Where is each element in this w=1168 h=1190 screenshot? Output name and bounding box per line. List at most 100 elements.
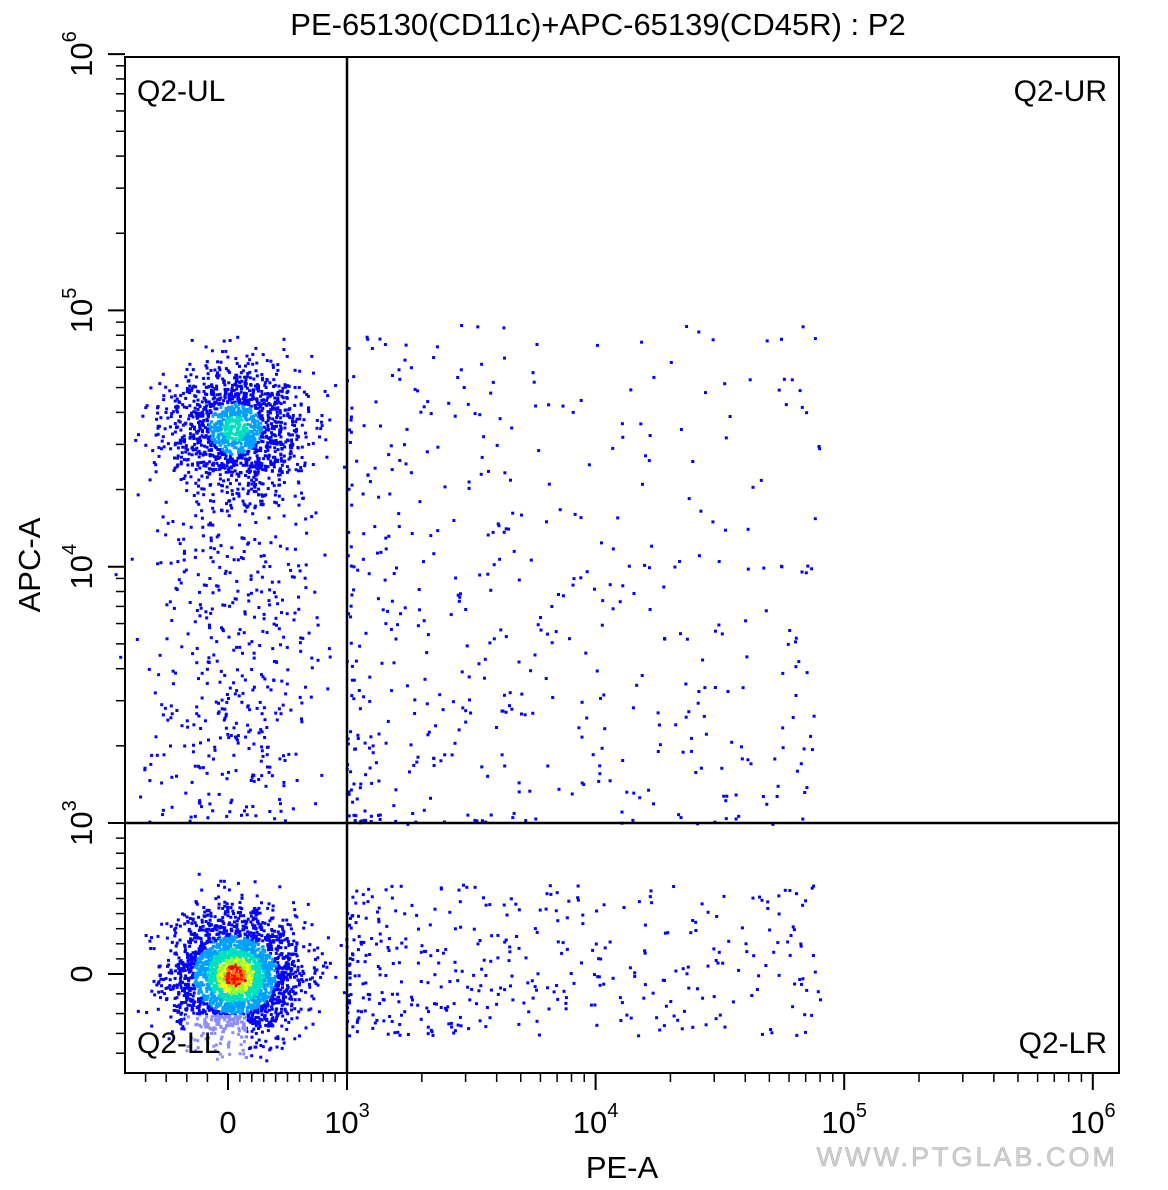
event-dot (225, 902, 229, 906)
event-dot (264, 403, 268, 407)
event-dot (635, 683, 639, 687)
event-dot (255, 1007, 259, 1011)
event-dot (241, 924, 245, 928)
event-dot (240, 433, 244, 437)
event-dot (197, 961, 201, 965)
event-dot (304, 1026, 308, 1030)
event-dot (249, 408, 253, 412)
event-dot (390, 884, 394, 888)
event-dot (221, 958, 225, 962)
event-dot (221, 377, 225, 381)
event-dot (207, 936, 211, 940)
event-dot (182, 477, 186, 480)
event-dot (191, 957, 195, 960)
event-dot (252, 414, 256, 418)
event-dot (239, 967, 243, 971)
event-dot (238, 364, 241, 368)
event-dot (252, 981, 256, 985)
event-dot (269, 459, 273, 463)
event-dot (350, 678, 354, 682)
event-dot (280, 973, 284, 977)
event-dot (285, 961, 289, 964)
event-dot (347, 612, 350, 616)
event-dot (238, 375, 242, 379)
event-dot (500, 753, 504, 757)
event-dot (275, 1015, 279, 1019)
event-dot (480, 455, 484, 459)
event-dot (289, 449, 293, 453)
event-dot (149, 762, 153, 766)
event-dot (259, 962, 263, 966)
event-dot (254, 490, 258, 494)
event-dot (209, 981, 213, 984)
event-dot (319, 427, 323, 431)
event-dot (258, 414, 262, 418)
event-dot (250, 1007, 253, 1011)
event-dot (439, 1006, 443, 1009)
event-dot (202, 460, 206, 464)
event-dot (286, 414, 290, 418)
event-dot (212, 444, 216, 447)
event-dot (200, 400, 204, 404)
event-dot (156, 981, 160, 985)
event-dot (286, 439, 290, 443)
event-dot (535, 1019, 539, 1023)
event-dot (183, 438, 187, 442)
event-dot (242, 969, 246, 973)
event-dot (228, 571, 232, 575)
event-dot (257, 541, 261, 545)
event-dot (234, 969, 238, 973)
event-dot (260, 749, 264, 753)
event-dot (527, 1010, 531, 1014)
event-dot (232, 986, 236, 990)
event-dot (426, 733, 430, 737)
event-dot (351, 1025, 355, 1029)
event-dot (304, 990, 307, 994)
event-dot (227, 949, 231, 952)
event-dot (549, 892, 553, 896)
event-dot (211, 434, 215, 438)
event-dot (255, 894, 259, 898)
event-dot (228, 1009, 232, 1013)
event-dot (208, 425, 212, 429)
event-dot (197, 947, 201, 951)
event-dot (216, 955, 220, 958)
event-dot (221, 1009, 225, 1012)
event-dot (273, 1019, 277, 1023)
event-dot (292, 575, 296, 579)
event-dot (247, 1002, 251, 1006)
event-dot (776, 784, 780, 788)
event-dot (275, 416, 279, 419)
event-dot (441, 708, 445, 712)
event-dot (745, 655, 749, 659)
event-dot (249, 920, 253, 924)
event-dot (213, 745, 217, 749)
event-dot (259, 951, 262, 955)
event-dot (226, 914, 230, 918)
event-dot (212, 547, 216, 551)
event-dot (265, 970, 269, 974)
event-dot (299, 469, 303, 473)
event-dot (262, 554, 266, 558)
event-dot (243, 375, 247, 379)
event-dot (218, 986, 222, 990)
event-dot (769, 1028, 773, 1031)
event-dot (179, 1021, 183, 1025)
event-dot (371, 1026, 375, 1030)
event-dot (185, 1007, 189, 1011)
event-dot (492, 563, 496, 567)
event-dot (238, 380, 242, 384)
event-dot (585, 716, 589, 720)
event-dot (252, 484, 256, 488)
event-dot (320, 424, 324, 428)
event-dot (268, 565, 272, 568)
event-dot (454, 576, 458, 580)
event-dot (212, 983, 216, 987)
event-dot (246, 483, 250, 487)
event-dot (181, 989, 184, 993)
event-dot (263, 384, 267, 388)
event-dot (232, 410, 236, 414)
event-dot (230, 413, 234, 417)
event-dot (356, 733, 360, 737)
event-dot (145, 404, 149, 408)
